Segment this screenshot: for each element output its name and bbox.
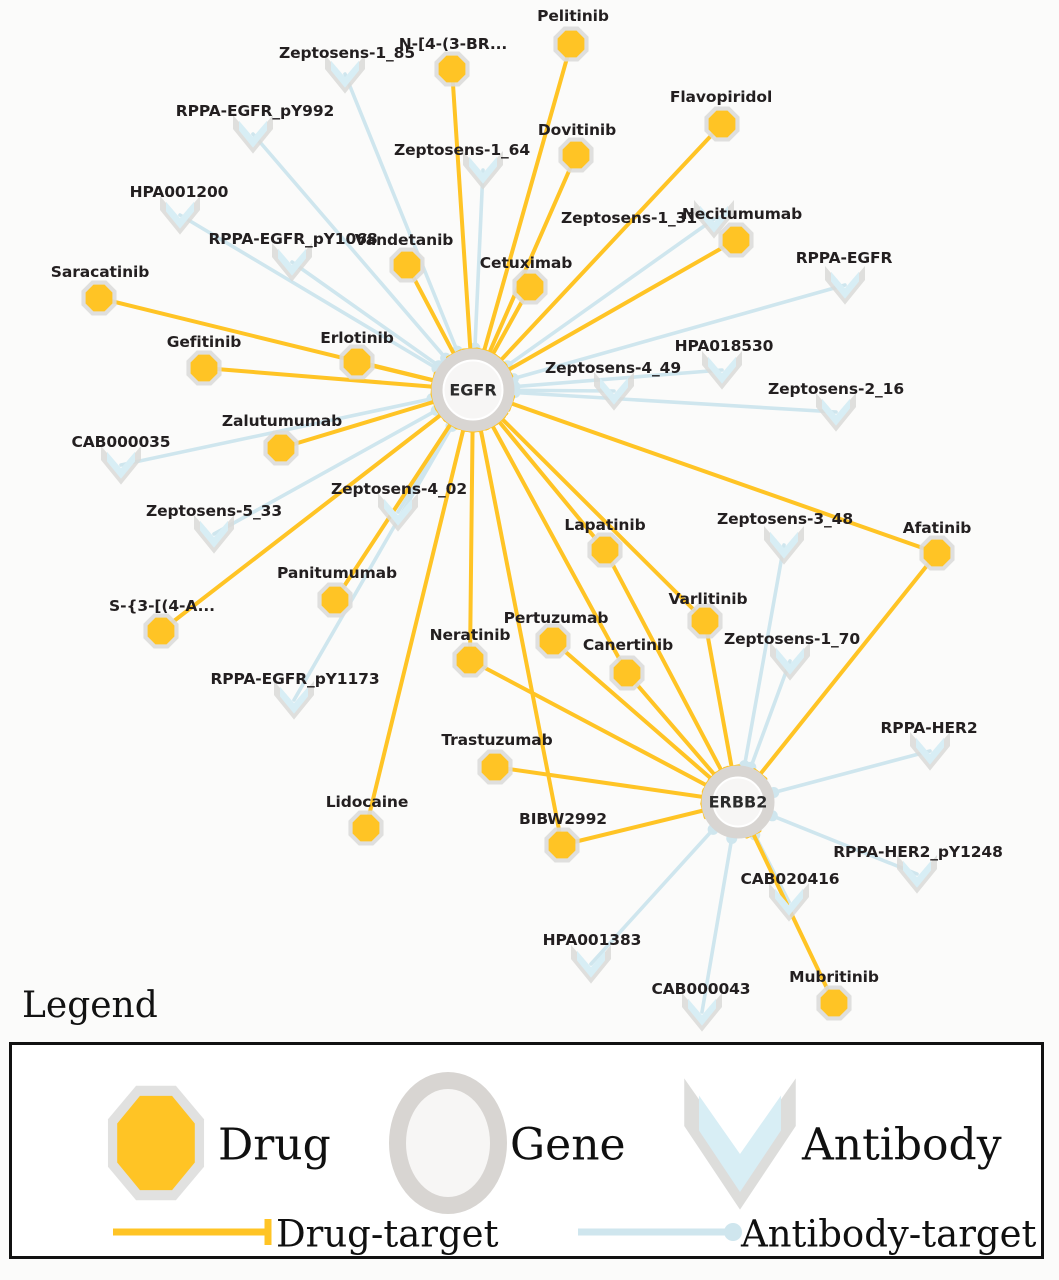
drug-target-edge[interactable]: [202, 366, 475, 392]
drug-target-edge[interactable]: [471, 388, 629, 675]
drug-node-panitumumab[interactable]: [317, 582, 353, 618]
drug-target-edge[interactable]: [364, 388, 475, 830]
drug-target-edge[interactable]: [471, 42, 573, 392]
antibody-node-zeptosens-3-48[interactable]: [764, 526, 804, 565]
drug-node-mubritinib[interactable]: [816, 985, 852, 1021]
legend-antibody-target-edge: [578, 1223, 742, 1241]
antibody-node-rppa-her2-py1248[interactable]: [897, 855, 937, 894]
antibody-target-edge[interactable]: [471, 283, 847, 392]
drug-node-necitumumab[interactable]: [718, 222, 754, 258]
drug-target-edge[interactable]: [736, 551, 939, 804]
antibody-target-edge[interactable]: [178, 213, 475, 392]
drug-target-edge[interactable]: [471, 388, 939, 555]
legend-box: Drug Gene Antibody Drug-target Antibody-targ…: [9, 1042, 1044, 1259]
drug-target-edge[interactable]: [450, 67, 475, 392]
legend-gene-shape: [389, 1072, 507, 1214]
drug-node-bibw2992[interactable]: [544, 827, 580, 863]
antibody-target-edge[interactable]: [736, 543, 786, 804]
drug-node-afatinib[interactable]: [919, 535, 955, 571]
antibody-node-zeptosens-4-49[interactable]: [594, 372, 634, 411]
drug-node-gefitinib[interactable]: [186, 350, 222, 386]
drug-node-erlotinib[interactable]: [339, 344, 375, 380]
drug-node-saracatinib[interactable]: [81, 280, 117, 316]
antibody-node-cab000043[interactable]: [682, 993, 722, 1032]
antibody-target-edge[interactable]: [343, 72, 475, 392]
legend-drug-target-edge: [113, 1219, 272, 1245]
legend-label-drug: Drug: [218, 1119, 331, 1171]
legend-label-gene: Gene: [510, 1119, 626, 1171]
drug-node-s-3-4-a[interactable]: [143, 613, 179, 649]
drug-target-edge[interactable]: [159, 388, 475, 633]
drug-node-zalutumumab[interactable]: [263, 430, 299, 466]
drug-target-edge[interactable]: [551, 639, 740, 804]
antibody-node-hpa001200[interactable]: [160, 196, 200, 235]
antibody-node-zeptosens-4-02[interactable]: [378, 493, 418, 532]
gene-node-egfr[interactable]: [431, 348, 515, 432]
drug-target-edge[interactable]: [603, 548, 740, 804]
antibody-node-zeptosens-1-64[interactable]: [463, 151, 503, 190]
antibody-target-edge[interactable]: [471, 217, 716, 392]
drug-target-edge[interactable]: [471, 238, 738, 392]
drug-node-n-4-3-br[interactable]: [434, 51, 470, 87]
legend-title: Legend: [22, 985, 158, 1026]
antibody-node-rppa-egfr-py992[interactable]: [233, 115, 273, 154]
antibody-node-hpa001383[interactable]: [571, 945, 611, 984]
drug-node-varlitinib[interactable]: [687, 603, 723, 639]
legend: Legend Drug Gene Antibody Drug-target Antibo…: [0, 985, 1059, 1280]
edges-layer: [97, 42, 939, 1014]
legend-label-antibody: Antibody: [802, 1119, 1002, 1171]
gene-label-egfr: EGFR: [449, 380, 497, 400]
drug-node-trastuzumab[interactable]: [477, 749, 513, 785]
drug-target-edge[interactable]: [471, 122, 724, 392]
antibody-target-edge[interactable]: [292, 388, 475, 702]
drug-node-vandetanib[interactable]: [389, 247, 425, 283]
legend-antibody-shape: [684, 1078, 796, 1210]
antibody-node-cab020416[interactable]: [769, 883, 809, 922]
antibody-node-cab000035[interactable]: [101, 446, 141, 485]
drug-target-edge[interactable]: [471, 388, 707, 623]
legend-glyphs: [107, 1072, 796, 1245]
drug-node-cetuximab[interactable]: [512, 269, 548, 305]
antibody-node-rppa-egfr-py1068[interactable]: [272, 243, 312, 282]
antibody-target-edge[interactable]: [471, 388, 838, 414]
antibody-node-zeptosens-1-85[interactable]: [325, 55, 365, 94]
drug-node-pertuzumab[interactable]: [535, 623, 571, 659]
antibody-node-hpa018530[interactable]: [702, 351, 742, 390]
drug-node-lidocaine[interactable]: [348, 810, 384, 846]
antibody-node-rppa-egfr-py1173[interactable]: [274, 681, 314, 720]
drug-target-edge[interactable]: [468, 388, 475, 662]
antibody-node-rppa-egfr[interactable]: [825, 266, 865, 305]
antibody-node-rppa-her2[interactable]: [910, 732, 950, 771]
network-graph[interactable]: [0, 0, 1059, 1035]
antibody-node-zeptosens-5-33[interactable]: [194, 515, 234, 554]
drug-node-lapatinib[interactable]: [587, 532, 623, 568]
nodes-layer: [81, 26, 955, 1032]
antibody-target-edge[interactable]: [212, 388, 475, 536]
antibody-node-zeptosens-1-31[interactable]: [694, 200, 734, 239]
antibody-target-edge[interactable]: [119, 388, 475, 467]
antibody-target-edge[interactable]: [251, 132, 475, 392]
gene-label-erbb2: ERBB2: [708, 792, 768, 812]
drug-node-flavopiridol[interactable]: [704, 106, 740, 142]
drug-target-edge[interactable]: [468, 658, 740, 804]
legend-label-drug-target: Drug-target: [276, 1212, 499, 1256]
drug-target-edge[interactable]: [471, 388, 564, 847]
gene-node-erbb2[interactable]: [701, 765, 775, 839]
antibody-node-zeptosens-1-70[interactable]: [770, 642, 810, 681]
drug-node-dovitinib[interactable]: [558, 137, 594, 173]
drug-node-canertinib[interactable]: [609, 655, 645, 691]
drug-target-edge[interactable]: [493, 765, 740, 804]
drug-node-pelitinib[interactable]: [553, 26, 589, 62]
legend-drug-shape: [107, 1085, 205, 1201]
antibody-node-zeptosens-2-16[interactable]: [816, 393, 856, 432]
drug-node-neratinib[interactable]: [452, 642, 488, 678]
legend-label-antibody-target: Antibody-target: [741, 1212, 1037, 1256]
